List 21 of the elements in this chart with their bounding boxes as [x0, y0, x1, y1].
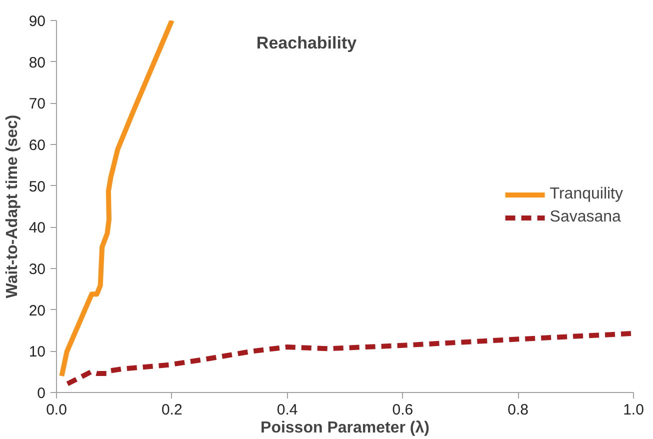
legend-label: Savasana: [550, 208, 621, 226]
x-axis-title: Poisson Parameter (λ): [260, 420, 430, 436]
y-tick-label: 90: [28, 13, 46, 30]
y-tick-label: 40: [28, 220, 46, 237]
x-tick-label: 0.4: [276, 402, 298, 418]
y-tick-label: 80: [28, 54, 46, 72]
y-tick-label: 70: [28, 96, 46, 113]
y-tick-label: 10: [28, 344, 46, 361]
x-tick-label: 0.0: [46, 402, 67, 418]
y-tick-label: 60: [28, 137, 46, 154]
y-tick-label: 20: [28, 302, 46, 320]
legend-label: Tranquility: [550, 186, 623, 204]
x-tick-label: 0.6: [392, 402, 414, 418]
y-axis-title: Wait-to-Adapt time (sec): [4, 114, 21, 298]
y-tick-label: 0: [37, 385, 46, 402]
text: Reachability: [256, 34, 358, 52]
x-tick-label: 1.0: [623, 402, 644, 418]
y-tick-label: 30: [28, 261, 46, 278]
x-tick-label: 0.2: [161, 402, 182, 418]
y-tick-label: 50: [28, 178, 46, 196]
x-tick-label: 0.8: [508, 402, 529, 418]
